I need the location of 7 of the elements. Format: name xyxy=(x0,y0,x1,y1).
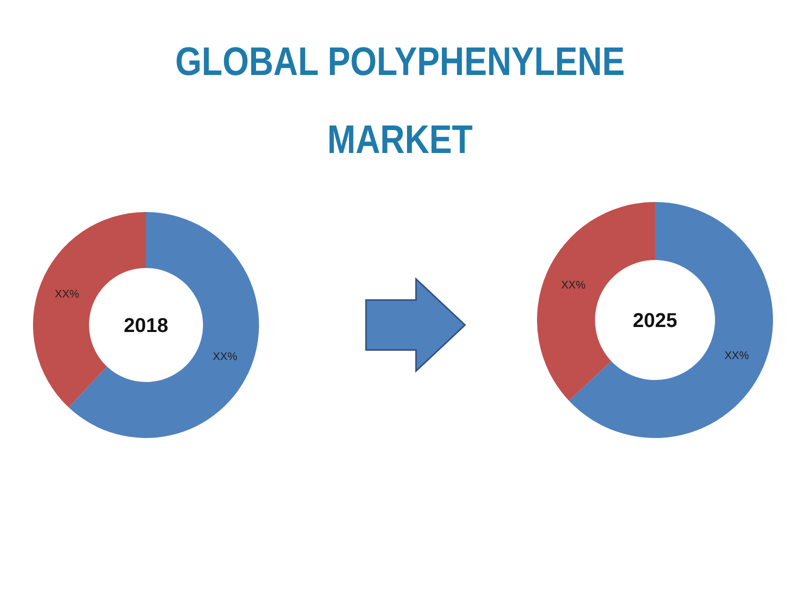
data-label: XX% xyxy=(724,350,750,362)
text: 2018 xyxy=(124,315,168,337)
data-label: XX% xyxy=(561,280,586,292)
data-label: XX% xyxy=(212,351,238,364)
text: 2025 xyxy=(632,310,678,332)
text: GLOBAL POLYPHENYLENE MARKET xyxy=(175,38,625,162)
data-label: XX% xyxy=(54,288,80,301)
